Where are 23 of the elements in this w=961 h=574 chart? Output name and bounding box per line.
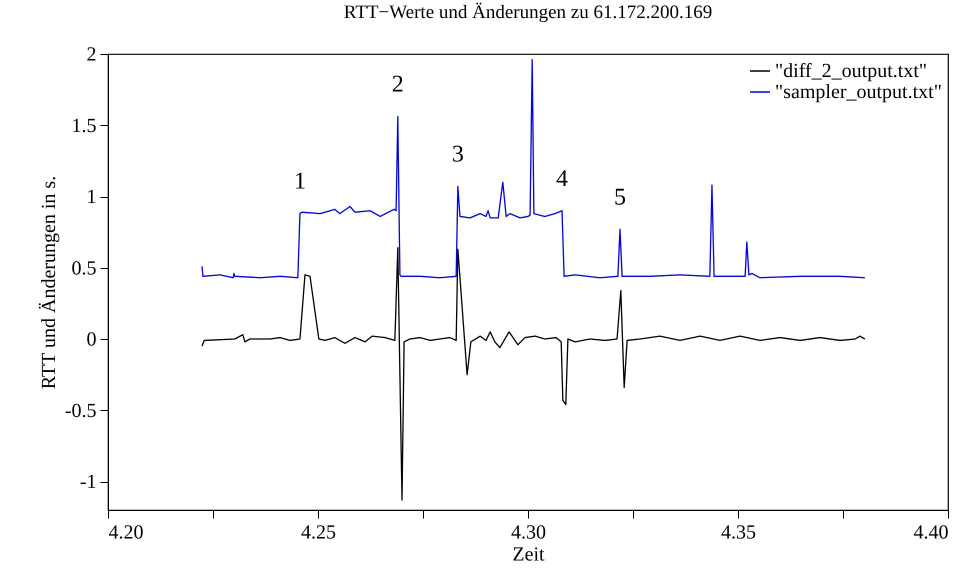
chart-title: RTT−Werte und Änderungen zu 61.172.200.169 [344, 2, 712, 23]
y-tick-label: -1 [80, 471, 96, 493]
y-axis-title: RTT und Änderungen in s. [38, 176, 60, 390]
y-tick-label: 0 [86, 328, 96, 350]
line-series [201, 247, 866, 501]
legend-label: "diff_2_output.txt" [775, 60, 928, 82]
y-tick-label: -0.5 [64, 400, 96, 422]
x-tick-label: 4.20 [108, 522, 144, 544]
y-tick-label: 0.5 [72, 257, 96, 280]
annotation: 1 [294, 168, 306, 195]
x-tick-label: 4.25 [301, 522, 336, 544]
x-tick-label: 4.40 [914, 522, 948, 544]
annotation: 5 [614, 184, 626, 210]
annotation: 3 [452, 142, 464, 168]
y-tick-label: 1 [86, 186, 96, 208]
y-tick-label: 2 [86, 44, 96, 66]
legend-label: "sampler_output.txt" [775, 81, 942, 103]
annotation: 4 [556, 166, 568, 192]
annotation: 2 [392, 72, 404, 98]
x-axis-title: Zeit [512, 544, 546, 566]
x-tick-label: 4.30 [511, 522, 546, 544]
y-tick-label: 1.5 [72, 114, 96, 137]
x-tick-label: 4.35 [721, 522, 756, 544]
